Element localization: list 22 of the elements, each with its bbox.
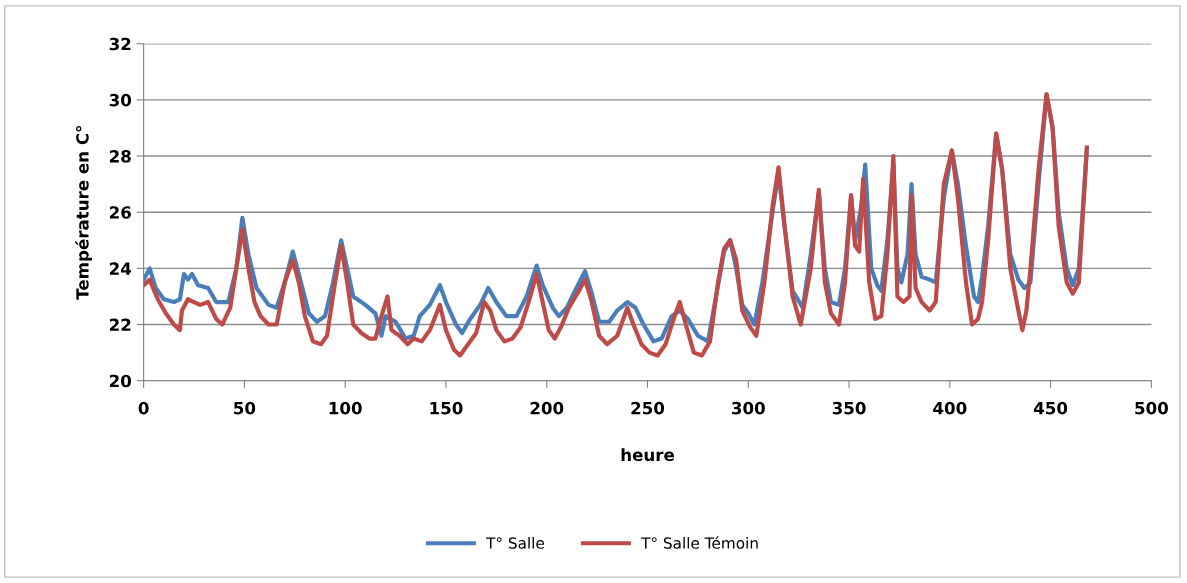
y-tick-label: 20: [109, 374, 132, 388]
y-tick-label: 32: [109, 37, 131, 51]
x-tick-label: 350: [832, 401, 866, 415]
x-tick-label: 450: [1033, 401, 1068, 415]
x-tick-label: 250: [631, 401, 665, 415]
y-tick-label: 22: [109, 318, 131, 331]
y-tick-label: 26: [109, 206, 131, 219]
x-tick-label: 150: [430, 401, 463, 415]
x-tick-label: 300: [732, 401, 765, 415]
legend-label: T° Salle: [486, 536, 545, 549]
y-tick-label: 30: [109, 93, 132, 107]
y-axis-title: Température en C°: [75, 126, 92, 300]
x-tick-label: 100: [329, 401, 362, 415]
x-tick-label: 500: [1135, 401, 1168, 415]
x-tick-label: 50: [234, 401, 256, 415]
legend-label: T° Salle Témoin: [641, 536, 758, 549]
x-tick-label: 200: [530, 401, 564, 415]
x-tick-label: 400: [933, 401, 967, 415]
y-tick-label: 28: [109, 150, 131, 163]
x-axis-title: heure: [621, 448, 674, 462]
x-tick-label: 0: [138, 401, 149, 415]
y-tick-label: 24: [109, 262, 132, 275]
